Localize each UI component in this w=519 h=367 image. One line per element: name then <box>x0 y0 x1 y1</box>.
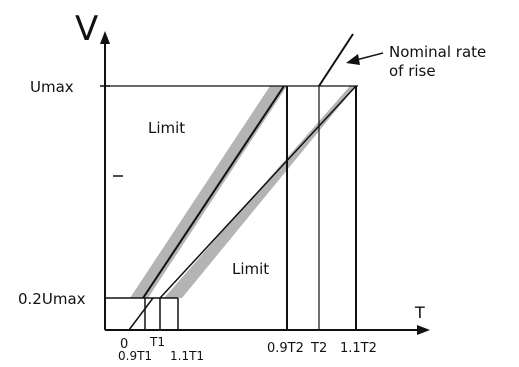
axes <box>100 31 430 335</box>
y-axis-label: V <box>75 9 98 49</box>
x-tick-label-1-1t1: 1.1T1 <box>170 349 204 363</box>
annotation-line-2: of rise <box>389 62 436 80</box>
upper-limit-rise-line <box>142 85 285 299</box>
limit-label-lower: Limit <box>232 260 269 278</box>
y-tick-label-umax: Umax <box>30 78 74 96</box>
x-tick-label-t2: T2 <box>310 341 327 356</box>
x-tick-label-1-1t2: 1.1T2 <box>340 341 377 356</box>
limit-label-upper: Limit <box>148 119 185 137</box>
x-tick-label-0-9t2: 0.9T2 <box>267 341 304 356</box>
y-tick-label-0-2umax: 0.2Umax <box>18 290 86 308</box>
x-tick-label-0-9t1: 0.9T1 <box>118 349 152 363</box>
annotation-arrowhead <box>346 54 360 65</box>
annotation-arrow-shaft <box>355 52 384 61</box>
x-axis-label: T <box>414 303 425 322</box>
annotation-line-1: Nominal rate <box>389 43 486 61</box>
x-tick-label-t1: T1 <box>149 335 165 349</box>
nominal-rise-line-upper <box>318 33 354 87</box>
lower-limit-rise-line <box>159 85 357 299</box>
y-axis-arrowhead <box>100 31 110 44</box>
nominal-rise-line-lower <box>128 297 154 331</box>
x-tick-label-zero: 0 <box>120 337 128 352</box>
x-axis-arrowhead <box>417 325 430 335</box>
